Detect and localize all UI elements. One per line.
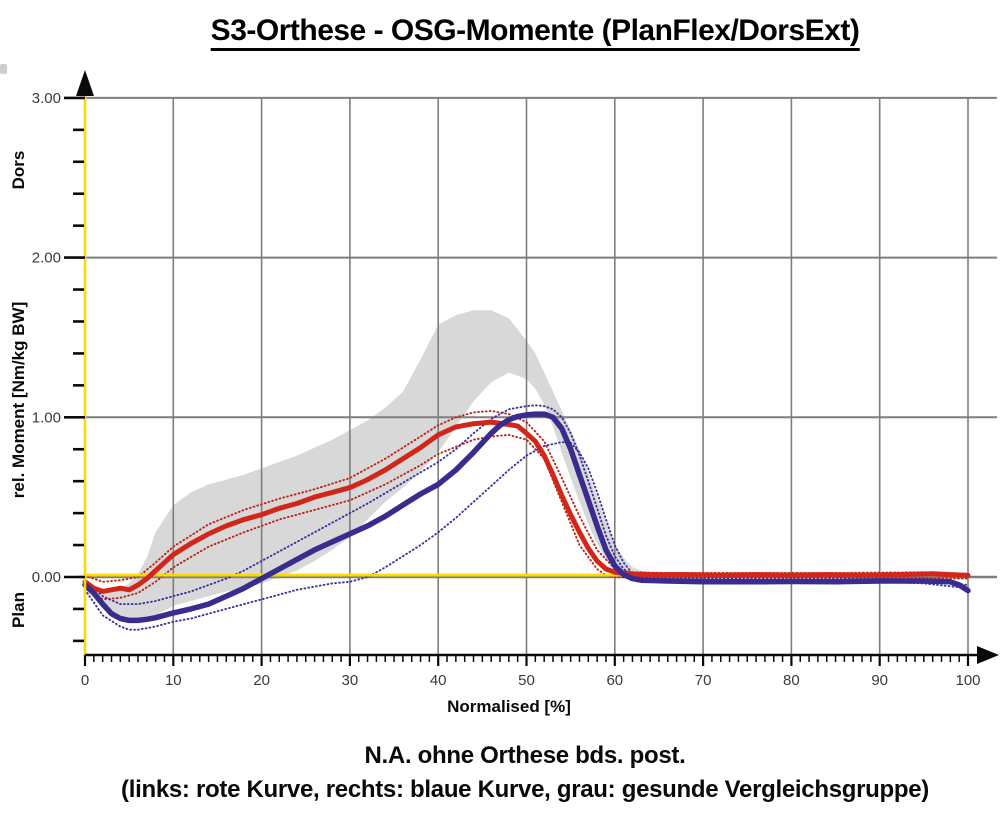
y-tick-label: 2.00 <box>32 250 61 267</box>
caption-subject: N.A. ohne Orthese bds. post. <box>364 742 686 769</box>
x-axis-arrow-icon <box>977 646 999 664</box>
dotted-band-curve <box>84 404 969 606</box>
y-tick-label: 0.00 <box>32 569 61 586</box>
x-tick-label: 70 <box>695 672 712 689</box>
edge-artifact <box>0 64 7 74</box>
page-title: S3-Orthese - OSG-Momente (PlanFlex/DorsE… <box>210 14 860 51</box>
blue-curve <box>82 411 971 624</box>
y-axis-label-plan: Plan <box>9 592 28 628</box>
page-title-text: S3-Orthese - OSG-Momente (PlanFlex/DorsE… <box>210 14 860 51</box>
x-tick-label: 80 <box>783 672 800 689</box>
red-curve <box>82 419 971 594</box>
x-tick-label: 30 <box>342 672 359 689</box>
x-tick-label: 40 <box>430 672 447 689</box>
y-axis-label-dors: Dors <box>9 151 28 190</box>
x-tick-label: 20 <box>253 672 270 689</box>
x-axis-title: Normalised [%] <box>447 697 571 716</box>
y-axis-arrow-icon <box>76 70 94 96</box>
x-tick-label: 100 <box>955 672 980 689</box>
x-tick-label: 60 <box>606 672 623 689</box>
x-tick-label: 50 <box>518 672 535 689</box>
x-tick-label: 0 <box>81 672 89 689</box>
y-tick-label: 1.00 <box>32 409 61 426</box>
healthy-reference-band <box>85 310 968 621</box>
y-tick-label: 3.00 <box>32 90 61 107</box>
caption-legend: (links: rote Kurve, rechts: blaue Kurve,… <box>121 776 929 803</box>
x-tick-label: 90 <box>871 672 888 689</box>
x-tick-label: 10 <box>165 672 182 689</box>
y-axis-title: rel. Moment [Nm/kg BW] <box>9 302 28 498</box>
dotted-band-curve <box>84 433 969 601</box>
